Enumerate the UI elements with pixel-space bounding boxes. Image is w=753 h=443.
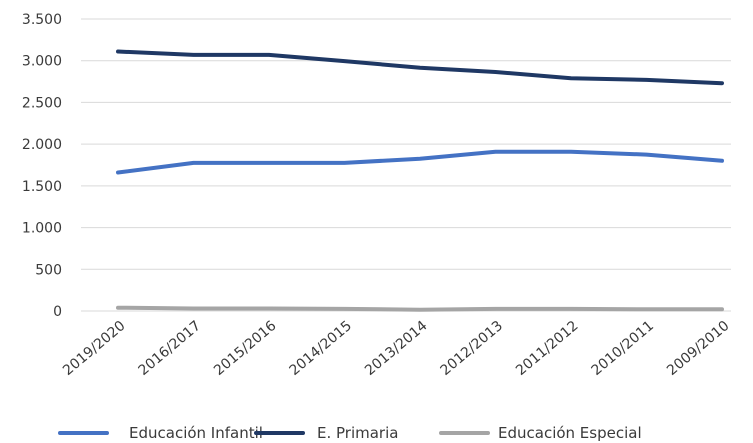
x-tick-label: 2013/2014 xyxy=(362,318,431,379)
x-tick-label: 2009/2010 xyxy=(664,318,732,379)
legend-label-1: E. Primaria xyxy=(317,424,398,442)
y-tick-label: 0 xyxy=(53,304,62,320)
y-axis-ticks: 0 500 1.000 1.500 2.000 2.500 3.000 3.500 xyxy=(22,12,62,320)
gridlines xyxy=(81,18,731,312)
y-tick-label: 3.000 xyxy=(22,54,62,70)
y-tick-label: 1.500 xyxy=(22,179,62,195)
series-line-2 xyxy=(116,305,724,312)
series-line-0 xyxy=(116,149,724,175)
legend: Educación Infantil E. Primaria Educación E… xyxy=(58,424,642,442)
series-line-1 xyxy=(116,49,724,86)
x-axis-ticks: 2019/2020 2016/2017 2015/2016 2014/2015 2013… xyxy=(60,318,732,379)
y-tick-label: 2.000 xyxy=(22,137,62,153)
x-tick-label: 2015/2016 xyxy=(211,318,280,379)
x-tick-label: 2012/2013 xyxy=(438,318,506,379)
y-tick-label: 500 xyxy=(35,262,62,278)
series-lines xyxy=(116,49,724,312)
y-tick-label: 3.500 xyxy=(22,12,62,28)
x-tick-label: 2011/2012 xyxy=(513,318,581,379)
y-tick-label: 1.000 xyxy=(22,221,62,237)
x-tick-label: 2016/2017 xyxy=(136,318,204,379)
legend-label-0: Educación Infantil xyxy=(129,424,263,442)
legend-label-2: Educación Especial xyxy=(498,424,642,442)
y-tick-label: 2.500 xyxy=(22,95,62,111)
x-tick-label: 2010/2011 xyxy=(589,318,657,379)
x-tick-label: 2014/2015 xyxy=(287,318,355,379)
x-tick-label: 2019/2020 xyxy=(60,318,128,379)
